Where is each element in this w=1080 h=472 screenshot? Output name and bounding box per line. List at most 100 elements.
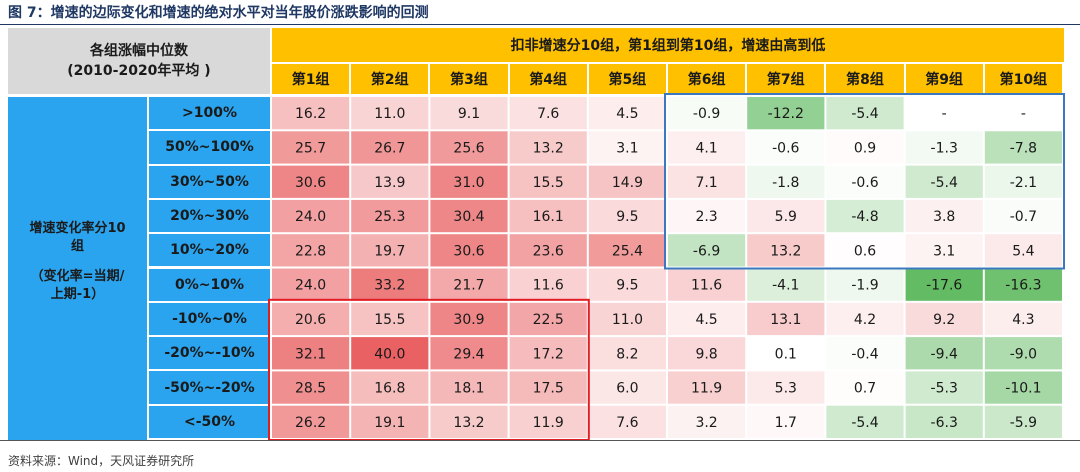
side-label-line3: （变化率=当期/	[30, 269, 125, 284]
cell-value-label: 0.1	[775, 346, 797, 362]
heatmap-cell	[272, 131, 350, 164]
cell-value-label: 3.2	[695, 415, 717, 431]
heatmap-cell	[430, 199, 508, 233]
column-header: 第4组	[509, 64, 587, 94]
heatmap-cell	[668, 199, 746, 233]
cell-value-label: -17.6	[926, 278, 962, 294]
heatmap-cell	[905, 234, 983, 267]
heatmap-cell	[826, 337, 904, 370]
heatmap-cell	[509, 268, 587, 301]
heatmap-cell	[747, 131, 825, 164]
cell-value-label: 31.0	[453, 175, 484, 191]
cell-value-label: 14.9	[612, 175, 643, 191]
cell-value-label: -1.3	[931, 140, 958, 156]
heatmap-cell	[272, 234, 350, 267]
column-header: 第2组	[351, 64, 429, 94]
cell-value-label: 19.7	[374, 243, 405, 259]
row-header: -50%~-20%	[149, 371, 270, 404]
cell-value-label: 9.1	[458, 106, 480, 122]
heatmap-cell	[272, 371, 350, 404]
cell-value-label: 24.0	[295, 278, 326, 294]
heatmap-cell	[430, 371, 508, 404]
cell-value-label: 4.3	[1012, 312, 1034, 328]
heatmap-cell	[984, 337, 1062, 370]
heatmap-cell	[668, 302, 746, 336]
heatmap-cell	[509, 337, 587, 370]
heatmap-cell	[905, 165, 983, 198]
cell-value-label: 22.8	[295, 243, 326, 259]
heatmap-cell	[826, 371, 904, 404]
cell-value-label: -1.8	[772, 175, 799, 191]
cell-value-label: 25.4	[612, 243, 643, 259]
cell-value-label: 4.5	[695, 312, 717, 328]
heatmap-cell	[984, 234, 1062, 267]
heatmap-cell	[905, 97, 983, 130]
column-header: 第9组	[905, 64, 983, 94]
cell-value-label: 20.6	[295, 312, 326, 328]
cell-value-label: -6.9	[693, 243, 720, 259]
heatmap-cell	[430, 131, 508, 164]
cell-value-label: 4.2	[854, 312, 876, 328]
heatmap-cell	[747, 97, 825, 130]
cell-value-label: 24.0	[295, 209, 326, 225]
heatmap-cell	[272, 97, 350, 130]
heatmap-cell	[509, 371, 587, 404]
cell-value-label: -16.3	[1005, 278, 1041, 294]
heatmap-cell	[905, 131, 983, 164]
cell-value-label: 21.7	[453, 278, 484, 294]
cell-value-label: 4.5	[616, 106, 638, 122]
cell-value-label: -4.1	[772, 278, 799, 294]
heatmap-cell	[826, 234, 904, 267]
cell-value-label: 30.9	[453, 312, 484, 328]
cell-value-label: 1.7	[775, 415, 797, 431]
cell-value-label: 25.6	[453, 140, 484, 156]
column-header: 第5组	[588, 64, 666, 94]
column-header: 第6组	[668, 64, 746, 94]
footer-rule	[0, 440, 1080, 441]
cell-value-label: -0.9	[693, 106, 720, 122]
cell-value-label: 17.2	[533, 346, 564, 362]
cell-value-label: 28.5	[295, 381, 326, 397]
corner-header-line1: 各组涨幅中位数	[90, 43, 188, 59]
heatmap-cell	[668, 371, 746, 404]
heatmap-cell	[984, 165, 1062, 198]
column-header: 第7组	[747, 64, 825, 94]
heatmap-cell	[430, 165, 508, 198]
cell-value-label: -0.7	[1010, 209, 1037, 225]
cell-value-label: -5.4	[851, 415, 878, 431]
cell-value-label: 7.6	[616, 415, 638, 431]
cell-value-label: 5.9	[775, 209, 797, 225]
cell-value-label: 13.2	[533, 140, 564, 156]
heatmap-cell	[588, 405, 666, 438]
cell-value-label: 13.2	[453, 415, 484, 431]
cell-value-label: -7.8	[1010, 140, 1037, 156]
cell-value-label: -9.4	[931, 346, 958, 362]
cell-value-label: 3.1	[616, 140, 638, 156]
row-header: >100%	[149, 97, 270, 130]
cell-value-label: 29.4	[453, 346, 484, 362]
cell-value-label: 9.8	[695, 346, 717, 362]
heatmap-cell	[826, 302, 904, 336]
side-label-line2: 组	[70, 239, 84, 254]
heatmap-cell	[668, 165, 746, 198]
side-row-group-header	[8, 97, 147, 440]
cell-value-label: 40.0	[374, 346, 405, 362]
heatmap-cell	[430, 302, 508, 336]
heatmap-cell	[272, 405, 350, 438]
cell-value-label: 30.4	[453, 209, 484, 225]
cell-value-label: 16.2	[295, 106, 326, 122]
cell-value-label: 25.7	[295, 140, 326, 156]
heatmap-cell	[984, 405, 1062, 438]
heatmap-cell	[272, 199, 350, 233]
heatmap-cell	[351, 371, 429, 404]
heatmap-cell	[272, 337, 350, 370]
heatmap-cell	[430, 97, 508, 130]
cell-value-label: 16.1	[533, 209, 564, 225]
cell-value-label: -6.3	[931, 415, 958, 431]
cell-value-label: 0.7	[854, 381, 876, 397]
cell-value-label: 8.2	[616, 346, 638, 362]
heatmap-cell	[826, 131, 904, 164]
cell-value-label: 16.8	[374, 381, 405, 397]
heatmap-cell	[668, 97, 746, 130]
top-span-header: 扣非增速分10组，第1组到第10组，增速由高到低	[272, 28, 1064, 62]
